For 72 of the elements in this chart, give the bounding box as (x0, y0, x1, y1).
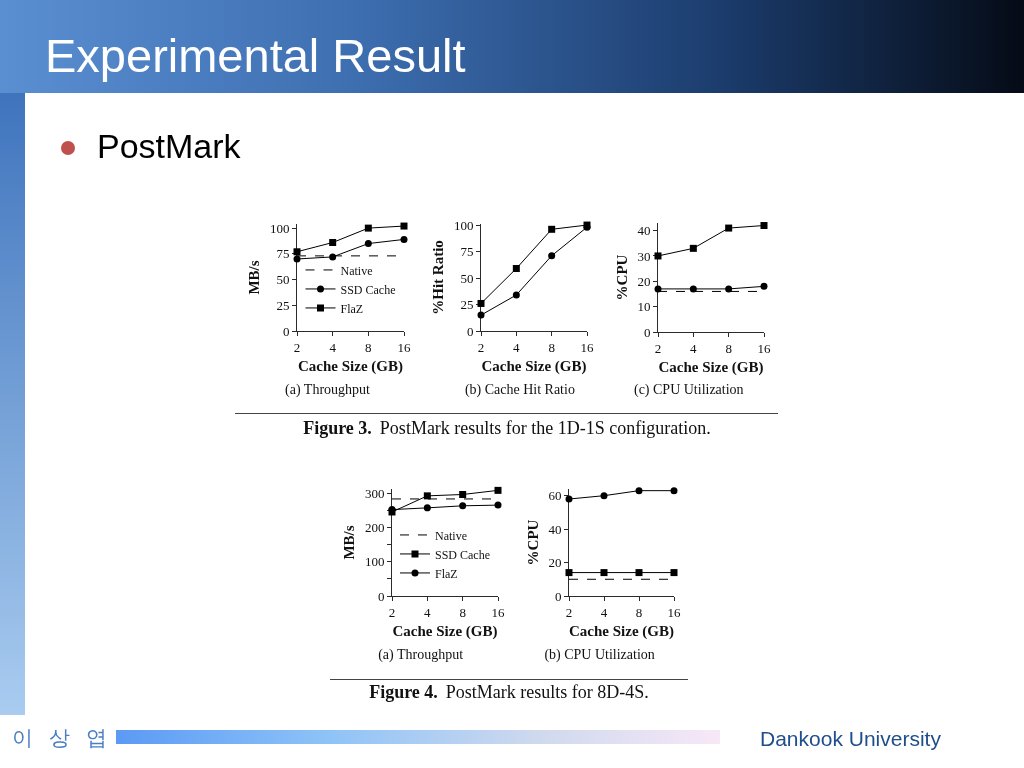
text: (a) Throughput (378, 646, 464, 663)
y-tick-label: 100 (453, 217, 474, 233)
y-tick-label: 100 (269, 220, 290, 236)
y-axis-title: MB/s (341, 525, 358, 560)
caption: Figure 3. (303, 417, 372, 438)
legend-label: SSD Cache (435, 547, 490, 562)
text: Experimental Result (45, 29, 466, 84)
x-axis-title: Cache Size (GB) (392, 622, 498, 640)
text: (c) CPU Utilization (633, 381, 744, 398)
x-axis-title: Cache Size (GB) (569, 622, 674, 640)
x-tick-label: 8 (459, 604, 466, 620)
x-axis-title: Cache Size (GB) (481, 357, 587, 375)
x-tick-label: 8 (635, 604, 643, 620)
x-tick-label: 16 (580, 339, 594, 355)
legend-label: FlaZ (435, 566, 458, 581)
y-tick-label: 50 (276, 272, 290, 288)
text: PostMark results for 8D-4S. (445, 681, 649, 702)
x-tick-label: 2 (565, 604, 573, 620)
x-axis-title: Cache Size (GB) (298, 357, 403, 375)
legend-label: FlaZ (340, 301, 364, 316)
text: (a) Throughput (285, 381, 371, 398)
x-tick-label: 2 (477, 339, 485, 355)
text: PostMark (97, 127, 241, 167)
y-tick-label: 0 (466, 323, 474, 339)
caption: Figure 4. (369, 681, 438, 702)
y-tick-label: 0 (282, 323, 290, 339)
y-tick-label: 0 (554, 588, 562, 604)
x-tick-label: 4 (600, 604, 608, 620)
y-axis-title: %CPU (524, 519, 541, 566)
y-tick-label: 75 (460, 244, 474, 260)
legend-label: Native (340, 263, 373, 278)
y-tick-label: 10 (637, 299, 651, 315)
y-tick-label: 200 (364, 519, 385, 535)
y-tick-label: 60 (548, 488, 562, 504)
x-tick-label: 4 (513, 339, 521, 355)
x-tick-label: 16 (667, 604, 681, 620)
x-tick-label: 8 (365, 339, 372, 355)
x-tick-label: 4 (424, 604, 432, 620)
y-tick-label: 40 (548, 521, 562, 537)
text: (b) Cache Hit Ratio (464, 381, 575, 398)
x-tick-label: 8 (548, 339, 555, 355)
text: PostMark results for the 1D-1S configuration. (379, 417, 711, 438)
y-tick-label: 100 (364, 554, 385, 570)
y-tick-label: 40 (637, 223, 651, 239)
text: (b) CPU Utilization (544, 646, 655, 663)
legend-label: SSD Cache (340, 282, 396, 297)
x-tick-label: 8 (725, 340, 732, 356)
y-axis-title: MB/s (246, 260, 263, 295)
y-axis-title: %Hit Ratio (430, 240, 447, 315)
y-tick-label: 25 (276, 297, 290, 313)
x-tick-label: 16 (491, 604, 505, 620)
x-tick-label: 4 (329, 339, 337, 355)
y-tick-label: 20 (637, 273, 651, 289)
y-tick-label: 50 (460, 270, 474, 286)
y-tick-label: 25 (460, 297, 474, 313)
x-tick-label: 2 (388, 604, 396, 620)
x-tick-label: 4 (690, 340, 698, 356)
y-axis-title: %CPU (613, 254, 630, 301)
x-tick-label: 16 (757, 340, 771, 356)
text: 이 상 엽 (12, 726, 112, 751)
x-tick-label: 2 (654, 340, 662, 356)
y-tick-label: 20 (548, 555, 562, 571)
y-tick-label: 30 (637, 248, 651, 264)
y-tick-label: 0 (377, 588, 385, 604)
x-tick-label: 16 (397, 339, 411, 355)
text: Dankook University (760, 727, 941, 752)
x-axis-title: Cache Size (GB) (658, 358, 764, 376)
x-tick-label: 2 (293, 339, 301, 355)
y-tick-label: 300 (364, 485, 385, 501)
y-tick-label: 0 (643, 324, 651, 340)
legend-label: Native (435, 528, 467, 543)
y-tick-label: 75 (276, 246, 290, 262)
